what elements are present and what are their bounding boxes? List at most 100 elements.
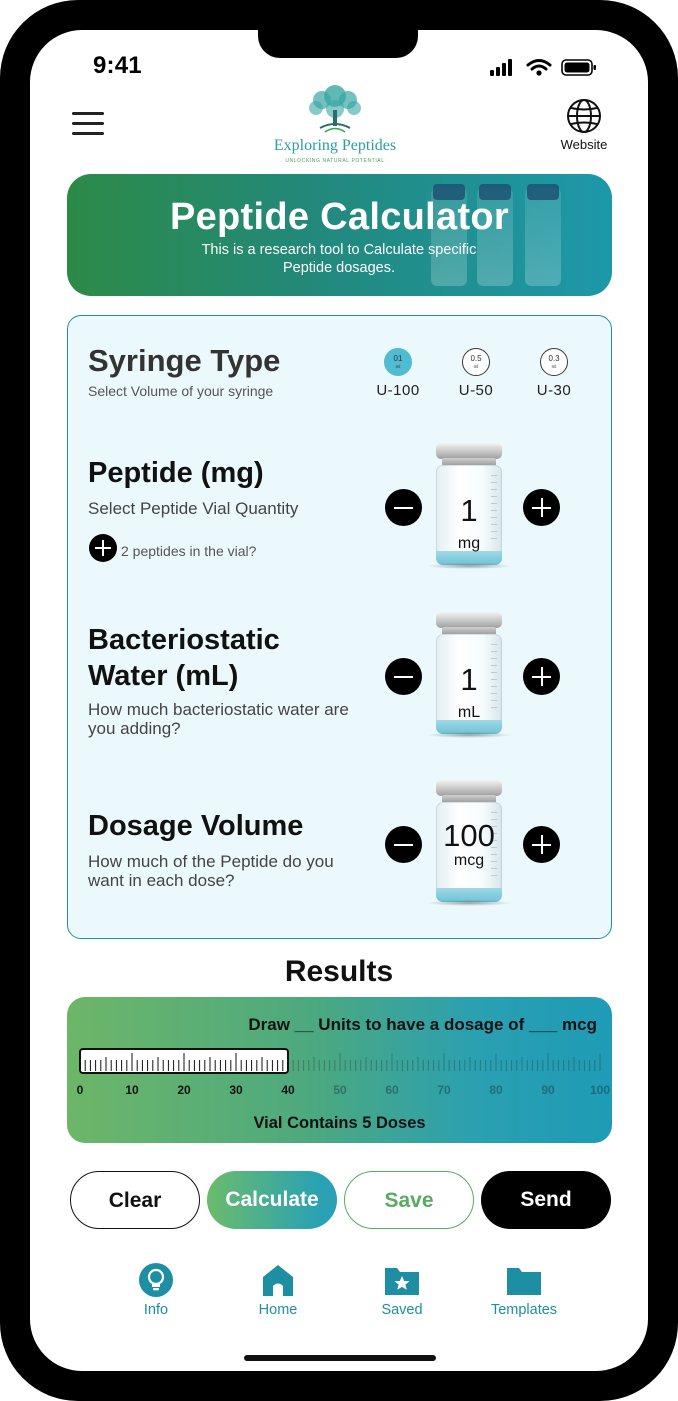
syringe-type-title: Syringe Type (88, 343, 281, 378)
second-peptide-label: 2 peptides in the vial? (121, 543, 257, 559)
vial-neck (442, 458, 496, 466)
calculate-button[interactable]: Calculate (207, 1171, 337, 1229)
peptide-vial: 1 mg (424, 443, 514, 571)
vial-ticks (491, 644, 497, 714)
syringe-volume: 01 (393, 354, 403, 363)
home-indicator (244, 1355, 436, 1361)
syringe-option-u100[interactable]: 01 ml U-100 (368, 348, 428, 399)
ruler-label: 50 (333, 1083, 347, 1097)
syringe-volume-unit: ml (395, 364, 401, 369)
brand-logo: Exploring Peptides UNLOCKING NATURAL POT… (250, 82, 420, 166)
syringe-volume: 0.3 (548, 354, 560, 363)
syringe-volume-unit: ml (551, 364, 557, 369)
ruler-label: 60 (385, 1083, 399, 1097)
ruler-label: 80 (489, 1083, 503, 1097)
phone-notch (258, 30, 418, 58)
website-label: Website (560, 137, 608, 152)
calculator-banner: Peptide Calculator This is a research to… (67, 174, 612, 296)
ruler-label: 70 (437, 1083, 451, 1097)
ruler-label: 90 (541, 1083, 555, 1097)
tree-logo-icon (309, 85, 361, 133)
vial-shadow (426, 900, 512, 906)
ruler-label: 100 (590, 1083, 610, 1097)
menu-button[interactable] (72, 112, 104, 136)
syringe-option-label: U-30 (536, 382, 572, 399)
ruler-label: 40 (281, 1083, 295, 1097)
syringe-option-label: U-50 (458, 382, 494, 399)
water-vial: 1 mL (424, 612, 514, 740)
banner-title: Peptide Calculator (169, 196, 510, 238)
syringe-volume-icon: 0.3 ml (540, 348, 568, 376)
vial-liquid (436, 551, 502, 565)
website-button[interactable]: Website (552, 98, 616, 154)
home-icon (263, 1265, 293, 1296)
vial-shadow (426, 563, 512, 569)
peptide-title: Peptide (mg) (88, 457, 264, 489)
vial-shadow (426, 732, 512, 738)
dosage-value: 100 (443, 818, 495, 853)
syringe-option-u50[interactable]: 0.5 ml U-50 (446, 348, 506, 399)
vial-ticks (491, 475, 497, 545)
syringe-option-label: U-100 (376, 382, 420, 399)
water-title-line1: Bacteriostatic (88, 624, 280, 656)
water-subtitle: How much bacteriostatic water are you ad… (88, 700, 349, 738)
ruler-label: 10 (125, 1083, 139, 1097)
dosage-vial: 100 mcg (424, 780, 514, 908)
vial-decoration-icon (477, 184, 513, 286)
peptide-increase-button[interactable] (523, 489, 560, 526)
hamburger-icon-line (72, 132, 104, 135)
vial-body (436, 465, 502, 565)
logo-title: Exploring Peptides (273, 137, 397, 154)
vial-cap (436, 443, 502, 459)
water-title-line2: Water (mL) (88, 660, 239, 692)
calculator-panel: Syringe Type Select Volume of your syrin… (67, 315, 612, 939)
syringe-volume-unit: ml (473, 364, 479, 369)
dosage-decrease-button[interactable] (385, 826, 422, 863)
vial-neck (442, 627, 496, 635)
syringe-type-subtitle: Select Volume of your syringe (88, 383, 274, 399)
nav-saved-label: Saved (381, 1302, 423, 1318)
lightbulb-icon (139, 1263, 173, 1297)
syringe-volume-icon: 0.5 ml (462, 348, 490, 376)
vial-body (436, 634, 502, 734)
vial-decoration-icon (525, 184, 561, 286)
water-value: 1 (460, 662, 478, 697)
ruler-label: 20 (177, 1083, 191, 1097)
hamburger-icon-line (72, 122, 104, 125)
syringe-option-u30[interactable]: 0.3 ml U-30 (524, 348, 584, 399)
vial-ticks (491, 812, 497, 882)
syringe-volume: 0.5 (470, 354, 482, 363)
signal-wifi-battery-icon (490, 59, 596, 76)
nav-home-label: Home (258, 1302, 298, 1318)
results-title: Results (284, 955, 394, 988)
save-button[interactable]: Save (344, 1171, 474, 1229)
status-icons (488, 58, 600, 78)
water-decrease-button[interactable] (385, 658, 422, 695)
vial-decoration-icon (431, 184, 467, 286)
dosage-increase-button[interactable] (523, 826, 560, 863)
water-unit: mL (457, 704, 481, 721)
peptide-value: 1 (460, 493, 478, 528)
send-button[interactable]: Send (481, 1171, 611, 1229)
peptide-subtitle: Select Peptide Vial Quantity (88, 499, 299, 518)
logo-tagline: UNLOCKING NATURAL POTENTIAL (285, 158, 385, 164)
syringe-ruler: 0 10 20 30 40 50 60 70 80 90 100 (77, 1048, 610, 1097)
vial-liquid (436, 720, 502, 734)
dosage-title: Dosage Volume (88, 810, 304, 842)
ruler-label: 30 (229, 1083, 243, 1097)
water-increase-button[interactable] (523, 658, 560, 695)
peptide-decrease-button[interactable] (385, 489, 422, 526)
water-title: Bacteriostatic Water (mL) (88, 622, 280, 694)
results-card: Draw __ Units to have a dosage of ___ mc… (67, 997, 612, 1143)
syringe-volume-icon: 01 ml (384, 348, 412, 376)
add-second-peptide-button[interactable] (89, 534, 117, 562)
ruler-label: 0 (77, 1083, 84, 1097)
clear-button[interactable]: Clear (70, 1171, 200, 1229)
vial-body (436, 802, 502, 902)
dosage-unit: mcg (453, 852, 485, 869)
folder-star-icon (385, 1268, 419, 1295)
peptide-unit: mg (457, 535, 481, 552)
vial-neck (442, 795, 496, 803)
hamburger-icon (72, 112, 104, 115)
